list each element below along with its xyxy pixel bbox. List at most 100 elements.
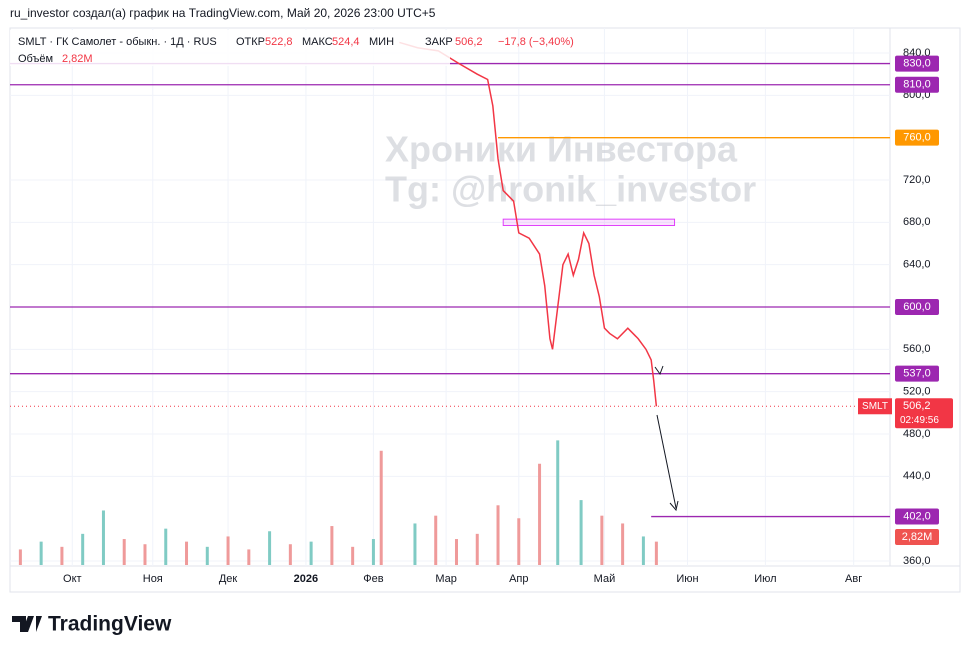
level-tag xyxy=(895,299,939,315)
legend-label: МИН xyxy=(369,36,394,48)
volume-bar xyxy=(288,544,292,565)
legend-label: Объём xyxy=(18,53,53,65)
volume-tag-label: 2,82M xyxy=(902,531,933,543)
price-axis: 840,0800,0720,0680,0640,0560,0520,0480,0… xyxy=(63,47,953,585)
volume-bar xyxy=(268,531,272,565)
arrowhead xyxy=(654,365,664,376)
watermark-line: Tg: @hronik_investor xyxy=(385,169,756,210)
last-price-label: 506,2 xyxy=(903,400,931,412)
legend-bg xyxy=(10,30,450,66)
volume-bar xyxy=(641,536,645,565)
volume-bar xyxy=(205,546,209,565)
y-tick-label: 720,0 xyxy=(903,174,931,186)
volume-bar xyxy=(413,523,417,565)
price-line xyxy=(399,41,658,407)
y-tick-label: 680,0 xyxy=(903,216,931,228)
volume-bar xyxy=(517,518,521,565)
watermark-line: Хроники Инвестора xyxy=(385,129,738,170)
volume-bar xyxy=(143,544,147,565)
plot xyxy=(10,41,890,518)
volume-bar xyxy=(379,450,383,565)
level-tag xyxy=(895,365,939,382)
volume-bar xyxy=(654,541,658,565)
volume-bar xyxy=(101,510,105,565)
x-tick-label: Май xyxy=(594,573,616,585)
legend-value: 506,2 xyxy=(455,36,483,48)
y-tick-label: 480,0 xyxy=(903,428,931,440)
volume-bar xyxy=(454,539,458,565)
volume-bar xyxy=(475,533,479,565)
level-tag xyxy=(895,76,939,93)
chart-frame xyxy=(9,27,961,593)
arrow xyxy=(656,414,677,509)
last-price-tag xyxy=(895,398,953,429)
x-tick-label: Авг xyxy=(845,573,862,585)
watermark: Хроники Инвестора Tg: @hronik_investor xyxy=(385,129,756,210)
x-tick-label: Окт xyxy=(63,573,82,585)
symbol-tag-label: SMLT xyxy=(862,401,888,412)
level-tag-label: 402,0 xyxy=(903,510,931,522)
volume-bar xyxy=(122,539,126,565)
volume-bar xyxy=(538,463,542,565)
volume-bar xyxy=(39,541,43,565)
legend-label: МАКС xyxy=(302,36,333,48)
level-tag xyxy=(895,129,939,146)
x-tick-label: Ноя xyxy=(143,573,163,585)
legend-change: −17,8 (−3,40%) xyxy=(498,36,574,48)
author: ru_investor создал(а) график на TradingV… xyxy=(10,6,436,20)
volume-bar xyxy=(496,505,500,565)
level-tag-label: 600,0 xyxy=(903,301,931,313)
volume-bar xyxy=(556,440,560,565)
tv-logo xyxy=(12,616,42,632)
level-tag xyxy=(895,508,939,525)
volume-bar xyxy=(621,523,625,565)
countdown: 02:49:56 xyxy=(900,415,939,426)
volume-bar xyxy=(309,541,313,565)
y-tick-label: 360,0 xyxy=(903,555,931,567)
zone xyxy=(502,218,676,227)
legend-value: 522,8 xyxy=(265,36,293,48)
symbol-tag xyxy=(858,398,892,415)
y-tick-label: 560,0 xyxy=(903,343,931,355)
volume-bar xyxy=(371,539,375,565)
legend-label: ЗАКР xyxy=(425,36,453,48)
volume-pane xyxy=(18,440,658,565)
x-tick-label: Апр xyxy=(509,573,528,585)
x-tick-label: Мар xyxy=(435,573,457,585)
y-tick-label: 640,0 xyxy=(903,259,931,271)
legend-value: 524,4 xyxy=(332,36,360,48)
level-tag-label: 830,0 xyxy=(903,57,931,69)
volume-bar xyxy=(434,515,438,565)
footer-brand: TradingView xyxy=(48,613,172,636)
x-tick-label: Дек xyxy=(219,573,238,585)
x-tick-label: 2026 xyxy=(294,573,318,585)
level-tag-label: 537,0 xyxy=(903,368,931,380)
volume-tag xyxy=(895,529,939,545)
volume-bar xyxy=(579,500,583,565)
grid xyxy=(10,28,890,566)
volume-bar xyxy=(226,536,230,565)
volume-bar xyxy=(351,546,355,565)
volume-bar xyxy=(81,533,85,565)
level-tag-label: 810,0 xyxy=(903,79,931,91)
legend-symbol: SMLT · ГК Самолет - обыкн. · 1Д · RUS xyxy=(18,36,217,48)
level-tag xyxy=(895,55,939,72)
volume-bar xyxy=(18,549,22,565)
x-tick-label: Фев xyxy=(363,573,383,585)
y-tick-label: 520,0 xyxy=(903,386,931,398)
volume-bar xyxy=(185,541,189,565)
volume-bar xyxy=(600,515,604,565)
arrowhead xyxy=(669,500,679,512)
level-tag-label: 760,0 xyxy=(903,132,931,144)
volume-bar xyxy=(164,528,168,565)
volume-bar xyxy=(330,526,334,565)
y-tick-label: 440,0 xyxy=(903,470,931,482)
x-tick-label: Июл xyxy=(754,573,776,585)
volume-bar xyxy=(247,549,251,565)
legend-value: 2,82M xyxy=(62,53,93,65)
x-tick-label: Июн xyxy=(676,573,698,585)
legend-label: ОТКР xyxy=(236,36,265,48)
volume-bar xyxy=(60,546,64,565)
